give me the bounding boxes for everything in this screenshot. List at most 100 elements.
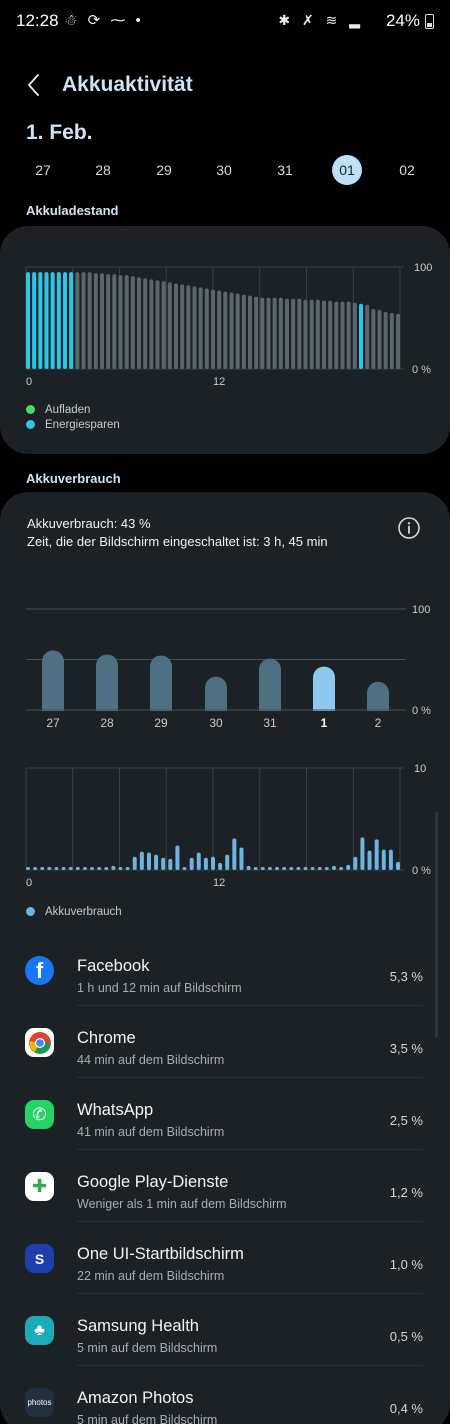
battery-level-bar: [118, 275, 123, 369]
app-row[interactable]: ✚ Google Play-Dienste Weniger als 1 min au…: [0, 1150, 450, 1222]
battery-level-bar: [137, 277, 141, 369]
battery-level-bar: [278, 297, 283, 369]
samsung-health-icon: ♣: [25, 1316, 54, 1345]
battery-level-bar: [235, 293, 240, 369]
hourly-usage-bar: [168, 858, 173, 870]
app-row[interactable]: ♣ Samsung Health 5 min auf dem Bildschirm 0…: [0, 1294, 450, 1366]
app-usage-percent: 0,4 %: [389, 1401, 423, 1416]
usage-dot-icon: [26, 907, 35, 916]
divider: [77, 1365, 423, 1366]
battery-level-bar: [377, 309, 382, 369]
hourly-usage-bar: [275, 867, 280, 870]
hourly-usage-bar: [374, 839, 379, 870]
day-02[interactable]: 02: [399, 162, 415, 178]
battery-level-bar: [50, 272, 55, 369]
hourly-usage-bar: [218, 862, 223, 870]
axis-label-top: 10: [414, 763, 426, 775]
battery-level-bar: [248, 295, 252, 369]
app-row[interactable]: f Facebook 1 h und 12 min auf Bildschirm 5,…: [0, 934, 450, 1006]
divider: [77, 1293, 423, 1294]
hourly-usage-bar: [239, 847, 244, 870]
hourly-usage-bar: [189, 857, 194, 870]
battery-level-bar: [260, 297, 265, 369]
hourly-usage-bar: [196, 852, 201, 870]
battery-level-card: 100 0 % 0 12 Aufladen Energiesparen: [0, 226, 450, 454]
hourly-usage-bar: [225, 854, 230, 870]
battery-level-bar: [155, 280, 160, 369]
battery-level-bar: [174, 283, 178, 369]
hourly-usage-bar: [47, 866, 52, 870]
page-title: Akkuaktivität: [62, 73, 193, 96]
daily-x-label: 30: [209, 716, 223, 730]
hourly-usage-bar: [232, 838, 237, 870]
day-01[interactable]: 01: [332, 155, 362, 185]
hourly-usage-bar: [346, 864, 351, 870]
hourly-usage-bar: [267, 866, 272, 870]
daily-usage-chart[interactable]: 27 28 29 30 31 1 2 100 0 %: [0, 592, 450, 742]
back-arrow-icon[interactable]: [20, 70, 50, 100]
scrollbar[interactable]: [435, 812, 438, 1038]
status-time: 12:28: [16, 11, 59, 30]
usage-summary: Akkuverbrauch: 43 %: [27, 516, 151, 531]
hourly-usage-chart[interactable]: 10 0 % 0 12: [0, 756, 450, 896]
app-screen-time: 44 min auf dem Bildschirm: [77, 1053, 225, 1067]
hourly-usage-bar: [118, 867, 123, 870]
battery-level-bar: [334, 301, 339, 369]
app-usage-percent: 2,5 %: [389, 1113, 423, 1128]
hourly-usage-bar: [303, 867, 308, 870]
battery-level-bar: [352, 302, 357, 369]
hourly-usage-bar: [381, 849, 386, 870]
battery-level-bar: [211, 289, 215, 369]
app-row[interactable]: ✆ WhatsApp 41 min auf dem Bildschirm 2,5 %: [0, 1078, 450, 1150]
legend-power-saving: Energiesparen: [26, 419, 120, 431]
app-row[interactable]: S One UI-Startbildschirm 22 min auf dem Bi…: [0, 1222, 450, 1294]
battery-level-bar: [81, 272, 86, 369]
info-icon[interactable]: [397, 516, 421, 540]
battery-level-bar: [254, 296, 259, 369]
app-screen-time: 5 min auf dem Bildschirm: [77, 1341, 218, 1355]
battery-level-bar: [100, 273, 104, 369]
axis-label-bottom: 0 %: [412, 705, 431, 717]
battery-level-bar: [93, 273, 98, 369]
battery-level-bar: [371, 308, 376, 369]
battery-level-bar: [167, 282, 172, 369]
app-screen-time: 41 min auf dem Bildschirm: [77, 1125, 225, 1139]
battery-usage-card: Akkuverbrauch: 43 % Zeit, die der Bildsc…: [0, 492, 450, 1424]
hourly-usage-bar: [61, 866, 66, 870]
battery-level-bar: [309, 299, 314, 369]
axis-label-bottom: 0 %: [412, 364, 431, 376]
day-29[interactable]: 29: [156, 162, 172, 178]
legend-usage: Akkuverbrauch: [26, 906, 122, 918]
hourly-usage-bar: [353, 856, 358, 870]
battery-level-bar: [328, 300, 333, 369]
hourly-usage-bar: [82, 866, 87, 870]
battery-level-bar: [32, 272, 37, 369]
battery-level-bar: [229, 292, 234, 369]
battery-level-bar: [192, 286, 197, 369]
day-31[interactable]: 31: [277, 162, 293, 178]
battery-level-bar: [303, 299, 308, 369]
battery-percent: 24%: [385, 11, 420, 30]
day-30[interactable]: 30: [216, 162, 232, 178]
hourly-usage-bar: [282, 867, 287, 870]
app-row[interactable]: photos Amazon Photos 5 min auf dem Bildsch…: [0, 1366, 450, 1424]
battery-level-bar: [63, 272, 67, 369]
hourly-usage-bar: [211, 856, 215, 870]
battery-level-chart[interactable]: 100 0 % 0 12: [0, 226, 450, 386]
battery-level-bar: [223, 291, 228, 369]
hourly-usage-bar: [289, 866, 294, 870]
app-row[interactable]: Chrome 44 min auf dem Bildschirm 3,5 %: [0, 1006, 450, 1078]
legend-charging-label: Aufladen: [45, 404, 91, 416]
daily-x-label: 2: [375, 716, 382, 730]
app-usage-percent: 0,5 %: [389, 1329, 423, 1344]
day-28[interactable]: 28: [95, 162, 111, 178]
battery-level-bar: [112, 274, 117, 369]
facebook-icon: f: [25, 956, 54, 985]
hourly-usage-bar: [97, 866, 102, 870]
hourly-usage-bar: [90, 867, 95, 870]
battery-level-bar: [130, 276, 135, 369]
battery-level-bar: [198, 287, 203, 369]
app-name: Facebook: [77, 957, 150, 975]
battery-level-bar: [291, 298, 296, 369]
day-27[interactable]: 27: [35, 162, 51, 178]
